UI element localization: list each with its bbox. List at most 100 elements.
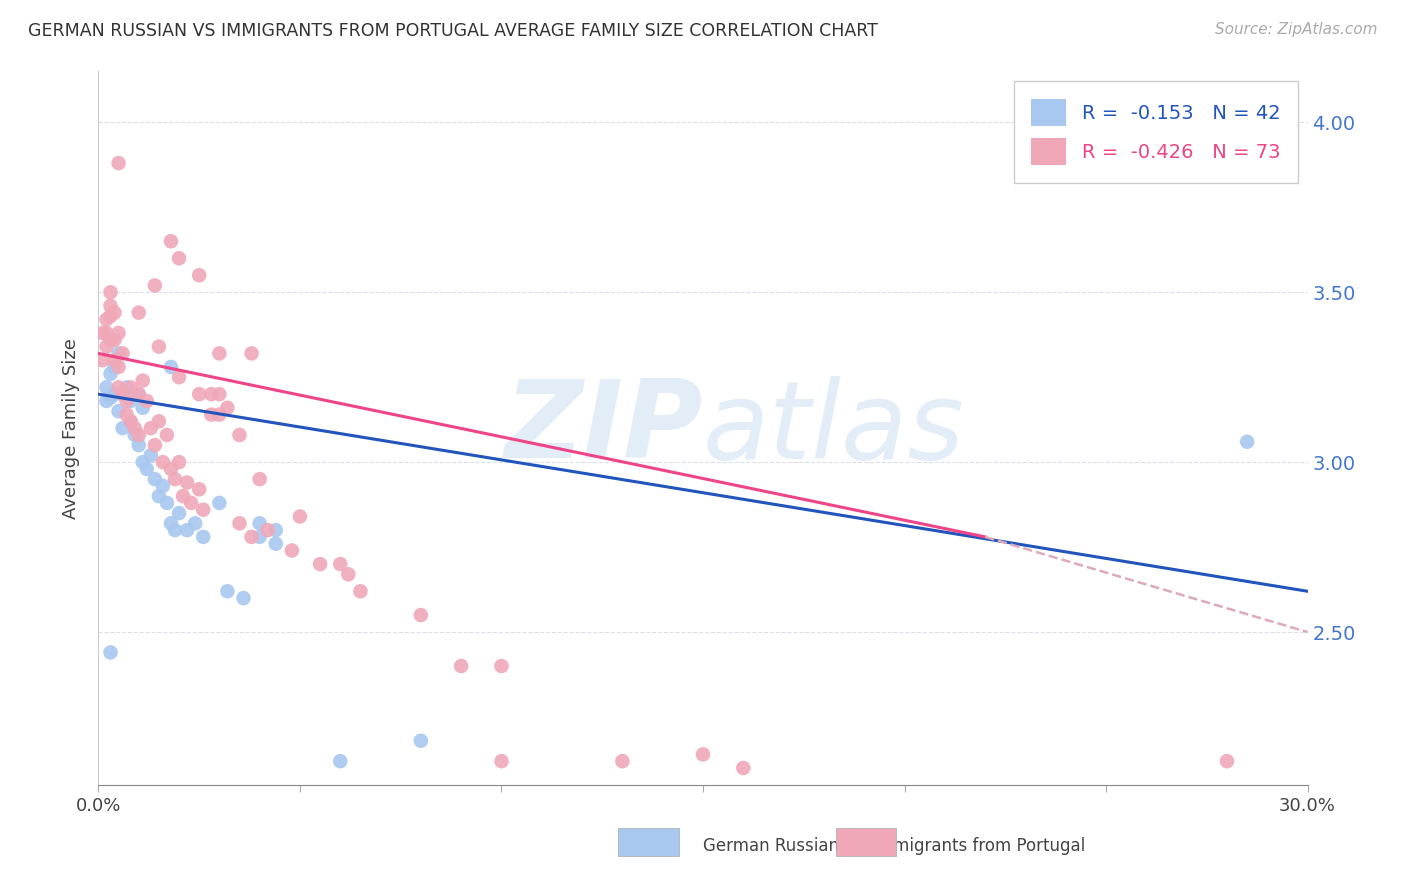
Point <box>128 438 150 452</box>
FancyBboxPatch shape <box>619 828 679 856</box>
Point <box>188 387 211 401</box>
Point <box>264 537 287 551</box>
Point <box>188 268 211 283</box>
Point <box>124 421 146 435</box>
Point <box>156 496 179 510</box>
Point <box>148 489 170 503</box>
Point <box>160 359 183 374</box>
Point <box>208 408 231 422</box>
Point <box>329 557 352 571</box>
Point <box>128 387 150 401</box>
Point <box>148 414 170 428</box>
Point <box>167 506 190 520</box>
Point <box>152 455 174 469</box>
Point <box>139 421 162 435</box>
Point <box>160 462 183 476</box>
Point <box>337 567 360 582</box>
Point <box>208 496 231 510</box>
Text: German Russians: German Russians <box>703 837 848 855</box>
Point <box>139 448 162 462</box>
Point <box>96 312 118 326</box>
Point <box>249 516 271 531</box>
Point <box>103 353 125 368</box>
Point <box>103 305 125 319</box>
Text: atlas: atlas <box>703 376 965 481</box>
Point <box>184 516 207 531</box>
Point <box>135 462 157 476</box>
Point <box>232 591 254 605</box>
Point <box>217 584 239 599</box>
Point <box>111 421 134 435</box>
Point <box>200 387 222 401</box>
Point <box>163 472 186 486</box>
Point <box>228 516 250 531</box>
Point <box>249 472 271 486</box>
Point <box>450 659 472 673</box>
Point <box>240 346 263 360</box>
Point <box>115 380 138 394</box>
Text: ZIP: ZIP <box>505 376 703 481</box>
Point <box>612 754 634 768</box>
Point <box>240 530 263 544</box>
Point <box>281 543 304 558</box>
Point <box>115 408 138 422</box>
Point <box>409 608 432 623</box>
Point <box>96 380 118 394</box>
Point <box>100 645 122 659</box>
Point <box>160 234 183 248</box>
Point <box>120 414 142 428</box>
Point <box>167 455 190 469</box>
Point <box>107 404 129 418</box>
FancyBboxPatch shape <box>837 828 897 856</box>
Point <box>256 523 278 537</box>
Legend: R =  -0.153   N = 42, R =  -0.426   N = 73: R = -0.153 N = 42, R = -0.426 N = 73 <box>1014 81 1298 183</box>
Point <box>208 387 231 401</box>
Point <box>491 754 513 768</box>
Point <box>163 523 186 537</box>
Point <box>91 353 114 368</box>
Text: Immigrants from Portugal: Immigrants from Portugal <box>872 837 1085 855</box>
Point <box>100 367 122 381</box>
Point <box>135 394 157 409</box>
Point <box>180 496 202 510</box>
Point <box>103 333 125 347</box>
Point <box>200 408 222 422</box>
Point <box>103 359 125 374</box>
Point <box>309 557 332 571</box>
Point <box>96 394 118 409</box>
Point <box>96 326 118 340</box>
Point <box>409 733 432 747</box>
Point <box>176 475 198 490</box>
Point <box>152 479 174 493</box>
Point <box>100 391 122 405</box>
Point <box>176 523 198 537</box>
Point <box>143 438 166 452</box>
Point <box>100 309 122 323</box>
Point <box>107 326 129 340</box>
Point <box>100 285 122 300</box>
Point <box>188 483 211 497</box>
Point <box>143 278 166 293</box>
Point <box>349 584 371 599</box>
Point <box>329 754 352 768</box>
Text: GERMAN RUSSIAN VS IMMIGRANTS FROM PORTUGAL AVERAGE FAMILY SIZE CORRELATION CHART: GERMAN RUSSIAN VS IMMIGRANTS FROM PORTUG… <box>28 22 877 40</box>
Point <box>111 346 134 360</box>
Point <box>111 387 134 401</box>
Text: Source: ZipAtlas.com: Source: ZipAtlas.com <box>1215 22 1378 37</box>
Point <box>249 530 271 544</box>
Point <box>100 299 122 313</box>
Point <box>96 340 118 354</box>
Point <box>120 380 142 394</box>
Point <box>132 455 155 469</box>
Point <box>491 659 513 673</box>
Point <box>193 530 215 544</box>
Point <box>1216 754 1239 768</box>
Point <box>167 370 190 384</box>
Point <box>733 761 755 775</box>
Point <box>156 428 179 442</box>
Point <box>193 502 215 516</box>
Point <box>100 333 122 347</box>
Point <box>692 747 714 762</box>
Point <box>128 387 150 401</box>
Point <box>128 428 150 442</box>
